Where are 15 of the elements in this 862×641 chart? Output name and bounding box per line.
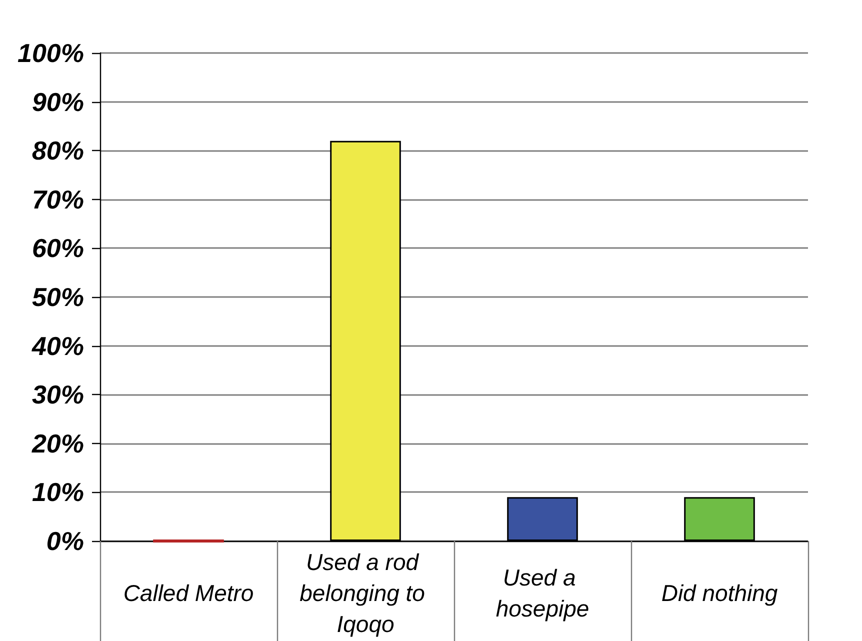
y-tick-label: 70%: [32, 184, 84, 214]
y-tick-label: 80%: [32, 136, 84, 166]
y-tick-label: 100%: [18, 38, 84, 68]
x-tick-label: Called Metro: [123, 580, 254, 606]
y-tick-label: 60%: [32, 233, 84, 264]
x-tick-label: Did nothing: [661, 580, 778, 606]
y-tick-label: 20%: [30, 428, 84, 458]
x-tick-label: Used a hosepipe: [496, 564, 590, 622]
y-tick-label: 50%: [32, 282, 84, 312]
y-tick-label: 30%: [32, 380, 84, 410]
x-tick-label: Used a rod belonging to Iqoqo: [300, 549, 432, 637]
y-tick-label: 0%: [46, 526, 84, 556]
y-tick-label: 90%: [32, 86, 84, 117]
y-tick-label: 10%: [32, 477, 84, 508]
y-tick-label: 40%: [30, 330, 84, 361]
